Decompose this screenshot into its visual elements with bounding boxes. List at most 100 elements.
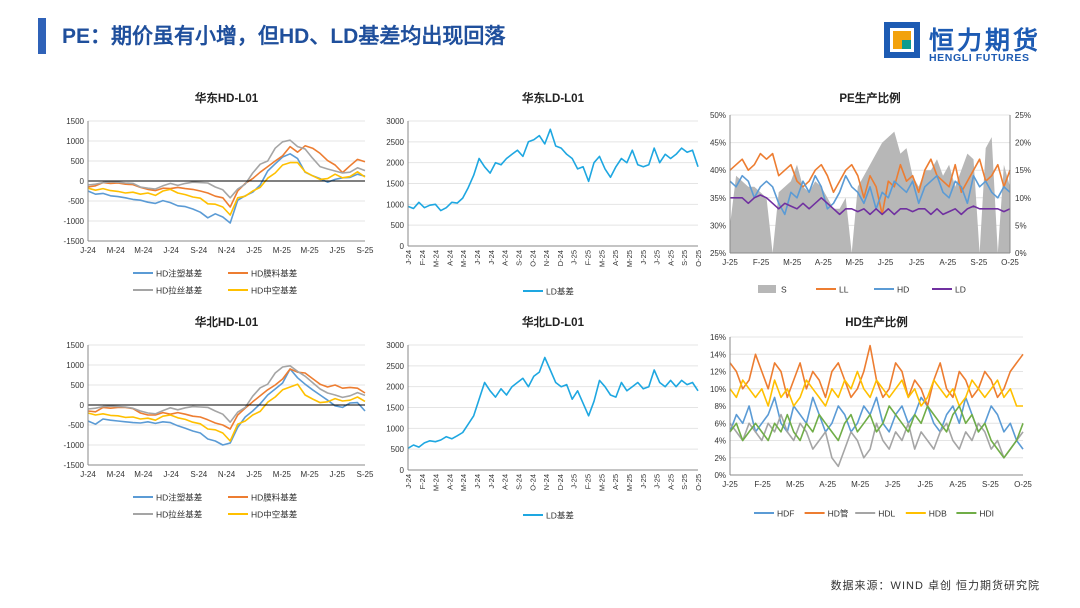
series-line [87,368,366,430]
x-tick-label: O-24 [528,250,537,267]
series-line [87,368,366,446]
y2-tick-label: 0% [1015,249,1027,258]
x-tick-label: J-25 [639,474,648,489]
x-tick-label: J-25 [639,250,648,265]
chart-pe-production-ratio: PE生产比例 25% 30% 35% 40% 45% 50% 0% 5% 10% 15% 20% 25%… [710,91,1031,295]
chart-north-ld-basis: 华北LD-L01 0 500 1000 1500 2000 2500 3000 J-24 F-24… [386,315,703,521]
chart-north-hd-basis: 华北HD-L01 -1500 -1000 -500 0 500 1000 1500 J-24 M-… [64,315,374,520]
x-tick-label: J-25 [570,474,579,489]
x-tick-label: M-25 [845,258,864,267]
legend-label: HD注塑基差 [156,269,202,279]
legend-label: HDL [878,509,895,519]
legend-label: LD基差 [546,287,574,297]
x-tick-label: S-25 [970,258,987,267]
chart-legend: LD基差 [523,511,574,521]
x-tick-label: M-25 [625,250,634,267]
x-tick-label: M-25 [783,258,802,267]
y-tick-label: 500 [71,381,85,390]
data-source-note: 数据来源：WIND 卓创 恒力期货研究院 [830,580,1040,592]
y-tick-label: -1000 [64,441,85,450]
legend-label: LD基差 [546,511,574,521]
y-tick-label: 2% [714,454,726,463]
legend-label: HD管 [828,509,849,519]
x-tick-label: A-24 [501,250,510,266]
x-tick-label: S-25 [680,250,689,266]
series-line [87,383,366,442]
x-tick-label: A-24 [445,250,454,266]
chart-title: HD生产比例 [845,315,908,329]
chart-legend: S LL HD LD [758,285,966,295]
series-group [729,344,1024,468]
y-tick-label: 2500 [386,362,404,371]
chart-panel-hd-ratio: HD生产比例 0% 2% 4% 6% 8% 10% 12% 14% 16% J-25 F-25 M-25… [700,312,1050,522]
x-tick-label: S-24 [514,250,523,266]
x-tick-label: A-24 [501,474,510,490]
y-tick-label: 1500 [386,180,404,189]
y-tick-label: 1500 [66,341,84,350]
x-tick-label: N-24 [542,250,551,266]
x-tick-label: J-25 [570,250,579,265]
y-tick-label: -500 [68,197,85,206]
legend-label: HD膜料基差 [251,269,297,279]
x-tick-label: O-25 [694,474,703,491]
x-tick-label: S-24 [514,474,523,490]
x-tick-label: A-25 [949,480,966,489]
x-tick-label: J-25 [653,474,662,489]
chart-legend: LD基差 [523,287,574,297]
x-tick-label: F-25 [584,250,593,265]
x-tick-label: M-25 [597,250,606,267]
series-group [407,356,699,449]
y-tick-label: 1500 [386,404,404,413]
x-tick-label: M-25 [625,474,634,491]
x-tick-label: M-24 [107,246,126,255]
series-line [729,370,1023,407]
logo-mark-icon [884,22,920,58]
legend-label: LD [955,285,966,295]
y-tick-label: 500 [71,157,85,166]
y-tick-label: 0 [400,242,405,251]
x-tick-label: M-24 [459,250,468,267]
y-tick-label: 25% [710,249,726,258]
series-line [87,153,366,224]
y-tick-label: -1000 [64,217,85,226]
legend-label: HD注塑基差 [156,493,202,503]
x-tick-label: F-25 [754,480,771,489]
y-tick-label: -500 [68,421,85,430]
legend-label: LL [839,285,849,295]
y-tick-label: 30% [710,221,726,230]
x-tick-label: S-24 [190,470,207,479]
series-line [87,161,366,216]
chart-east-hd-basis: 华东HD-L01 -1500 -1000 -500 0 500 1000 1500 J-24 M-… [64,91,374,296]
legend-label: HDI [979,509,994,519]
series-line [407,128,699,212]
x-tick-label: O-25 [694,250,703,267]
x-tick-label: A-25 [939,258,956,267]
x-tick-label: D-24 [556,474,565,490]
y-tick-label: 8% [714,402,726,411]
chart-title: 华北HD-L01 [195,315,259,329]
chart-panel-north-ld: 华北LD-L01 0 500 1000 1500 2000 2500 3000 J-24 F-24… [368,312,718,522]
y-tick-label: 50% [710,111,726,120]
y-tick-label: 1000 [66,361,84,370]
x-tick-label: M-24 [134,470,153,479]
chart-legend: HD注塑基差 HD膜料基差 HD拉丝基差 HD中空基差 [133,493,297,520]
x-tick-label: M-25 [786,480,805,489]
y-tick-label: 35% [710,194,726,203]
y-tick-label: 1500 [66,117,84,126]
x-tick-label: J-25 [330,470,346,479]
x-tick-label: A-25 [666,250,675,266]
legend-label: HD拉丝基差 [156,510,202,520]
x-tick-label: A-25 [819,480,836,489]
y2-tick-label: 5% [1015,221,1027,230]
legend-label: HD中空基差 [251,510,297,520]
company-logo: 恒力期货 HENGLI FUTURES [884,20,1054,66]
y-tick-label: 0 [80,177,85,186]
y-tick-label: 2500 [386,138,404,147]
series-group [407,128,699,212]
y-tick-label: 1000 [66,137,84,146]
x-tick-label: M-25 [300,470,319,479]
page-title: PE：期价虽有小增，但HD、LD基差均出现回落 [62,25,506,48]
y2-tick-label: 15% [1015,166,1031,175]
y-tick-label: 4% [714,437,726,446]
y-tick-label: -1500 [64,461,85,470]
